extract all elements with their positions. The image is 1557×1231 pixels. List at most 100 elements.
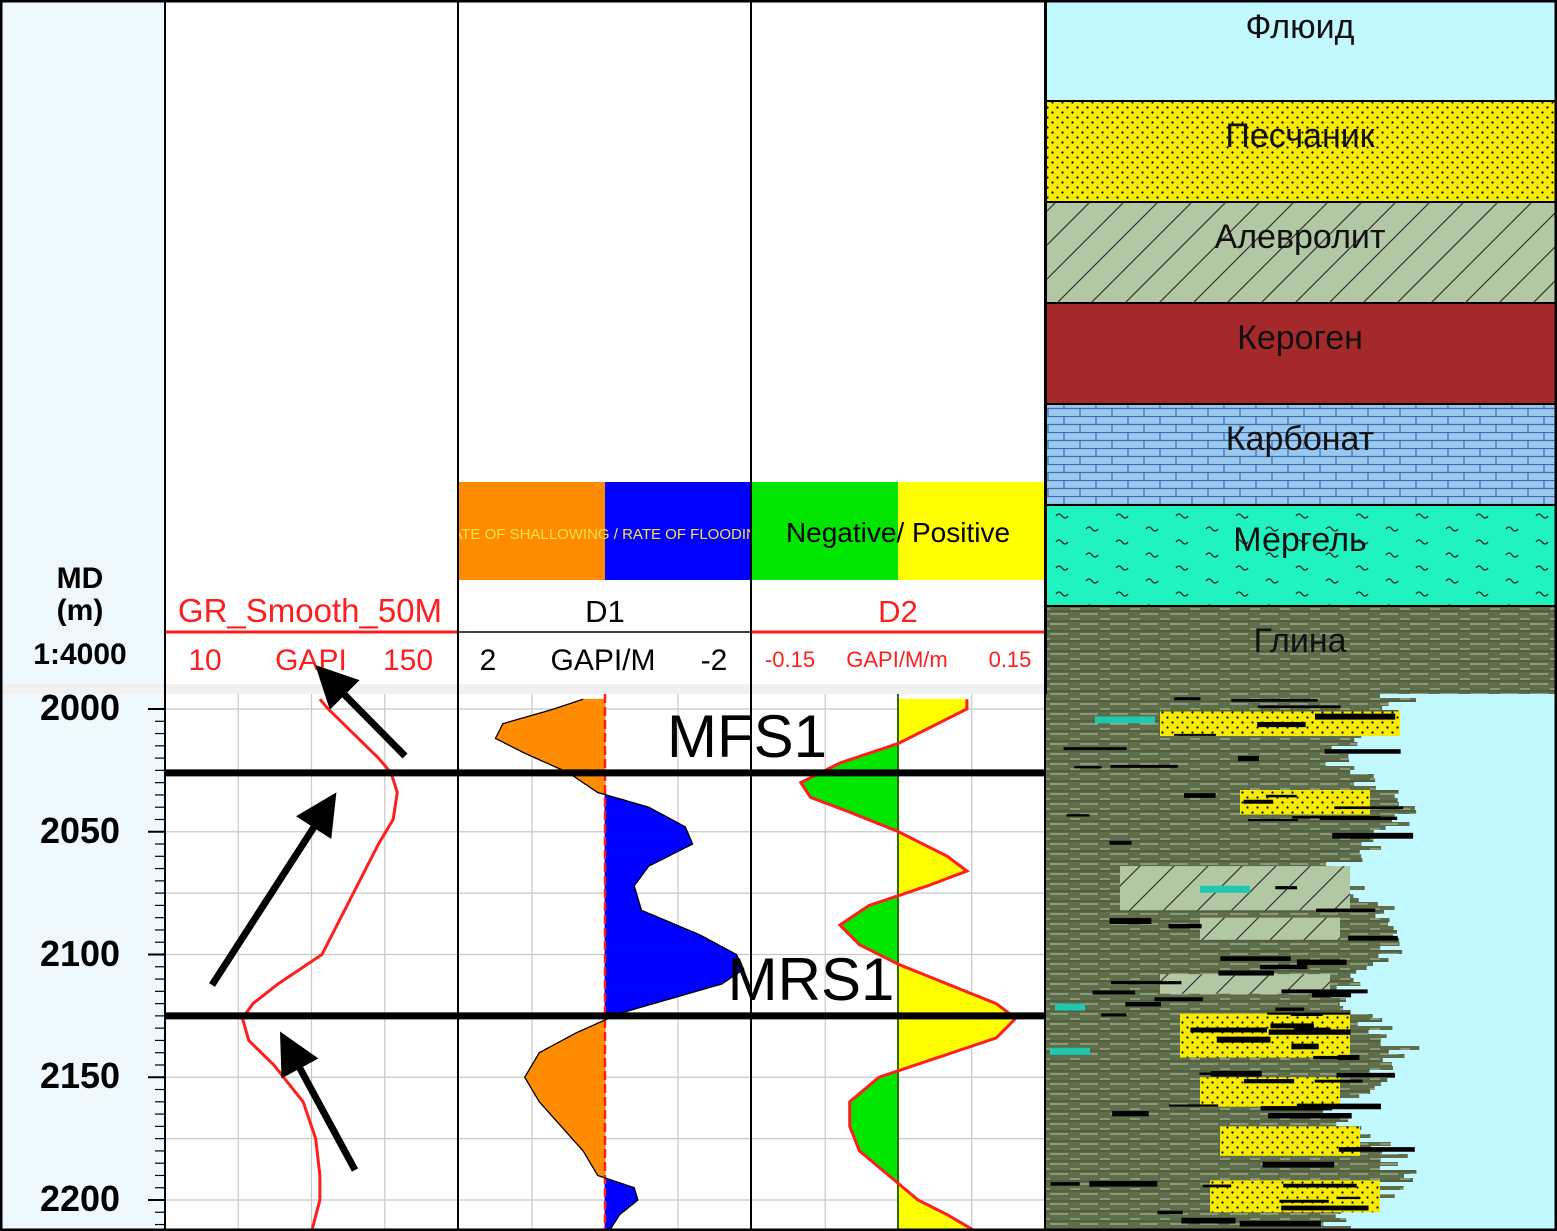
legend-swatch-marl xyxy=(1045,504,1557,607)
gr-scale-left: 10 xyxy=(188,644,221,677)
depth-column xyxy=(0,694,165,1231)
lithology-clay-row xyxy=(1046,842,1362,846)
lithology-clay-row xyxy=(1046,994,1331,998)
lithology-streak xyxy=(1265,794,1297,798)
surface-label-mrs1: MRS1 xyxy=(728,946,895,1013)
lithology-clay-row xyxy=(1046,1190,1370,1194)
track-grid xyxy=(165,694,1045,1231)
lithology-clay-row xyxy=(1046,958,1389,962)
lithology-clay-row xyxy=(1046,1130,1357,1134)
lithology-clay-row xyxy=(1046,862,1327,866)
lithology-streak xyxy=(1313,1055,1342,1060)
lithology-streak xyxy=(1243,799,1274,804)
lithology-clay-row xyxy=(1046,954,1379,958)
lithology-clay-row xyxy=(1046,774,1374,778)
d1-fill-legend-clip: RATE OF SHALLOWING / RATE OF FLOODING xyxy=(459,526,751,543)
header-separator xyxy=(0,684,1557,694)
lithology-clay-row xyxy=(1046,1006,1344,1010)
lithology-clay-row xyxy=(1046,1222,1324,1226)
lithology-streak xyxy=(1316,908,1376,912)
lithology-streak xyxy=(1157,1210,1183,1215)
lithology-streak xyxy=(1202,1184,1232,1188)
lithology-streak xyxy=(1112,1111,1149,1117)
lithology-streak xyxy=(1267,1012,1351,1015)
lithology-clay-row xyxy=(1046,1158,1381,1162)
lithology-clay-row xyxy=(1046,694,1380,698)
lithology-streak xyxy=(1279,1199,1329,1203)
gr-curve xyxy=(240,698,399,1231)
d2-fill-legend-negative xyxy=(752,482,898,580)
lithology-clay-row xyxy=(1046,806,1415,810)
lithology-clay-row xyxy=(1046,858,1363,862)
surface-label-mfs1: MFS1 xyxy=(667,703,827,770)
legend-swatch-silt xyxy=(1045,201,1557,304)
lithology-streak xyxy=(1199,1072,1222,1075)
lithology-clay-row xyxy=(1046,962,1374,966)
d2-scale-left: -0.15 xyxy=(765,647,815,672)
lithology-marl-streak xyxy=(1095,716,1155,724)
lithology-clay-row xyxy=(1046,698,1416,702)
lithology-clay-row xyxy=(1046,1162,1398,1166)
lithology-clay-row xyxy=(1046,1146,1372,1150)
trend-arrows xyxy=(209,665,408,1172)
lithology-clay-row xyxy=(1046,1142,1391,1146)
lithology-streak xyxy=(1218,970,1274,976)
lithology-clay-row xyxy=(1046,762,1326,766)
lithology-streak xyxy=(1109,840,1132,845)
lithology-clay-row xyxy=(1046,942,1400,946)
arrow-upper xyxy=(315,665,408,759)
lithology-clay-row xyxy=(1046,910,1385,914)
lithology-streak xyxy=(1247,818,1298,822)
d1-scale-right: -2 xyxy=(701,644,728,677)
lithology-clay-row xyxy=(1046,1126,1362,1130)
lithology-clay-row xyxy=(1046,1174,1405,1178)
depth-minor-ticks xyxy=(148,708,165,1226)
lithology-clay-row xyxy=(1046,1226,1351,1230)
lithology-clay-row xyxy=(1046,1134,1371,1138)
lithology-streak xyxy=(1110,981,1182,985)
lithology-streak xyxy=(1281,989,1368,994)
lithology-streak xyxy=(1184,793,1216,798)
d2-curve xyxy=(798,699,1018,1231)
lithology-streak xyxy=(1281,1205,1369,1211)
depth-scale: 1:4000 xyxy=(33,638,126,671)
lithology-clay-row xyxy=(1046,1118,1349,1122)
lithology-streak xyxy=(1293,1027,1331,1034)
lithology-streak xyxy=(1190,1027,1267,1033)
lithology-clay-row xyxy=(1046,966,1367,970)
d1-fill-legend-flooding xyxy=(605,482,751,580)
depth-title-unit: (m) xyxy=(57,594,104,627)
lithology-clay-row xyxy=(1046,1062,1392,1066)
d2-fill-legend-positive xyxy=(898,482,1045,580)
legend-swatch-fluid xyxy=(1045,0,1557,102)
surfaces: MFS1 MRS1 xyxy=(165,703,1045,1020)
lithology-streak xyxy=(1338,1147,1415,1152)
lithology-streak xyxy=(1290,1013,1323,1017)
legend-label-clay: Глина xyxy=(1253,622,1346,660)
lithology-streak xyxy=(1296,1103,1381,1110)
legend-label-fluid: Флюид xyxy=(1246,8,1355,46)
lithology-clay-row xyxy=(1046,798,1398,802)
lithology-clay-row xyxy=(1046,1098,1336,1102)
lithology-clay-row xyxy=(1046,814,1395,818)
lithology-legend: Флюид Песчаник Алевролит Кероген Карбонат Мер… xyxy=(1045,0,1557,708)
lithology-streak xyxy=(1324,749,1401,754)
lithology-streak xyxy=(1074,766,1102,769)
gr-scale-right: 150 xyxy=(383,644,433,677)
lithology-streak xyxy=(1257,721,1306,728)
lithology-clay-row xyxy=(1046,1182,1374,1186)
lithology-column xyxy=(1046,694,1420,1231)
lithology-clay-row xyxy=(1046,1178,1413,1182)
depth-label-2000: 2000 xyxy=(40,687,120,728)
lithology-marl-streak xyxy=(1055,1003,1085,1011)
lithology-band-sand xyxy=(1180,1013,1350,1058)
lithology-streak xyxy=(1231,699,1318,702)
lithology-streak xyxy=(1296,959,1347,965)
lithology-streak xyxy=(1270,1023,1314,1029)
lithology-clay-row xyxy=(1046,970,1357,974)
lithology-clay-row xyxy=(1046,1206,1349,1210)
legend-swatch-carbonate xyxy=(1045,403,1557,506)
lithology-clay-row xyxy=(1046,846,1381,850)
